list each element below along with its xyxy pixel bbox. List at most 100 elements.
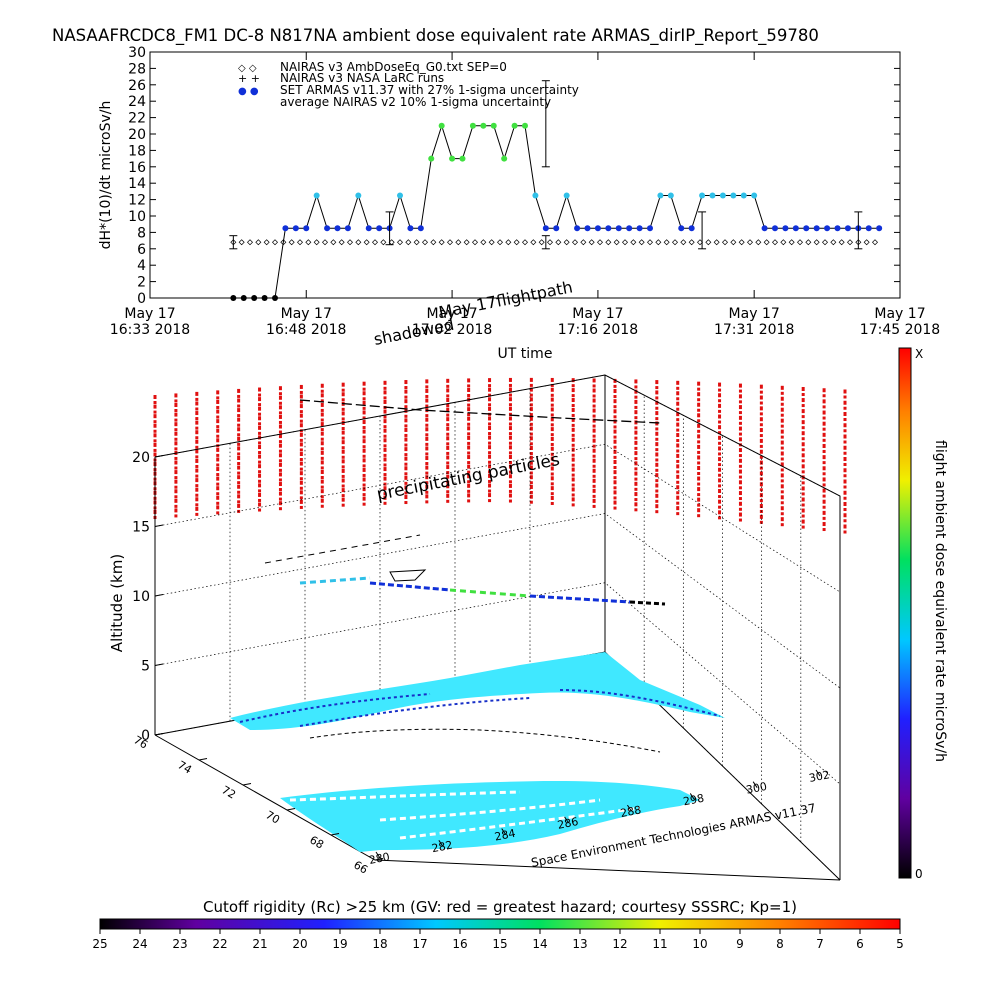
nairas-diamond (630, 239, 637, 246)
cutoff-tick-label: 8 (776, 937, 784, 951)
x-tick-label-date: May 17 (281, 306, 332, 322)
nairas-diamond (297, 239, 303, 246)
y-tick-label: 16 (128, 160, 146, 176)
y-tick-label: 24 (128, 94, 146, 110)
altitude-tick-mark (154, 663, 164, 666)
longitude-tick-label: 300 (745, 780, 768, 797)
armas-point (303, 225, 310, 232)
latitude-tick-label: 70 (263, 808, 282, 826)
nairas-diamond (530, 239, 537, 246)
nairas-diamond (672, 239, 678, 246)
x-tick-label-date: May 17 (572, 306, 623, 322)
altitude-tick-label: 20 (132, 450, 150, 466)
nairas-diamond (547, 239, 553, 246)
armas-point (469, 122, 476, 129)
x-tick-label-date: May 17 (426, 306, 477, 322)
altitude-axis-label: Altitude (km) (108, 554, 126, 652)
latitude-tick-mark (154, 733, 164, 736)
cutoff-tick-label: 6 (856, 937, 864, 951)
latitude-tick-mark (374, 858, 384, 861)
armas-point (834, 225, 841, 232)
armas-point (803, 225, 810, 232)
armas-point (761, 225, 768, 232)
armas-point (647, 225, 653, 232)
armas-point (522, 122, 528, 129)
nairas-diamond (255, 239, 262, 246)
longitude-axis-ticks: 280 282 284 286 288 298 300 302 (368, 768, 831, 867)
nairas-diamond (597, 239, 603, 246)
flightpath-segment-green (449, 588, 531, 598)
cutoff-contours-north (239, 689, 721, 727)
legend-label-nairas-v3: NAIRAS v3 AmbDoseEq_G0.txt SEP=0 (280, 60, 507, 74)
y-tick-label: 4 (137, 258, 146, 274)
nairas-diamond (263, 239, 270, 246)
longitude-tick-mark (627, 804, 632, 812)
y-tick-label: 14 (128, 176, 146, 192)
armas-point (792, 225, 799, 232)
latitude-tick-mark (198, 758, 208, 761)
longitude-tick-mark (564, 816, 569, 824)
latitude-tick-label: 74 (175, 758, 194, 776)
cutoff-colorbar-ticks: 25 24 23 22 21 20 19 18 17 16 15 14 13 12 11 10 9 8 7 6 5 (92, 929, 904, 951)
armas-point (230, 295, 237, 301)
nairas-diamond (730, 239, 737, 246)
cutoff-tick-label: 20 (292, 937, 307, 951)
nairas-diamond (472, 239, 478, 246)
nairas-diamond (797, 239, 803, 246)
armas-point (553, 225, 560, 232)
armas-point (584, 225, 591, 232)
armas-point (490, 122, 497, 129)
nairas-diamond (505, 239, 512, 246)
x-tick-label-time: 16:33 2018 (110, 322, 190, 338)
flightpath-loop (389, 569, 427, 582)
precipitating-particles-field (153, 377, 847, 534)
y-tick-label: 0 (137, 291, 146, 307)
longitude-tick-mark (375, 851, 381, 859)
nairas-diamond (788, 239, 795, 246)
y-tick-label: 22 (128, 111, 146, 127)
cutoff-tick-label: 22 (212, 937, 227, 951)
cutoff-tick-label: 17 (412, 937, 427, 951)
nairas-diamond (272, 239, 278, 246)
legend-symbol-armas: ● ● (238, 86, 259, 97)
nairas-diamond (538, 239, 545, 246)
latitude-tick-label: 76 (131, 733, 150, 751)
altitude-tick-mark (154, 524, 164, 527)
longitude-tick-label: 286 (556, 815, 579, 832)
armas-point (824, 225, 831, 232)
cutoff-colorbar-gradient (99, 918, 901, 930)
armas-point (844, 225, 851, 232)
nairas-diamond (455, 239, 462, 246)
x-tick-label-time: 17:31 2018 (714, 322, 794, 338)
armas-point (782, 225, 789, 232)
dose-rate-colorbar-gradient (898, 347, 912, 879)
cutoff-tick-label: 18 (372, 937, 387, 951)
y-tick-label: 12 (128, 193, 146, 209)
x-tick-label-time: 16:48 2018 (266, 322, 346, 338)
nairas-diamond (247, 239, 253, 246)
armas-point (501, 155, 508, 162)
nairas-diamond (863, 239, 870, 246)
armas-point (563, 192, 570, 199)
nairas-diamond (830, 239, 837, 246)
legend-label-nairas-v2: average NAIRAS v2 10% 1-sigma uncertaint… (280, 95, 551, 109)
nairas-diamond (238, 239, 245, 246)
armas-point (428, 155, 435, 162)
x-tick-label-date: May 17 (729, 306, 780, 322)
armas-point (438, 122, 445, 129)
x-tick-label-date: May 17 (874, 306, 925, 322)
altitude-axis-ticks: 0 5 10 15 20 (132, 450, 164, 744)
x-tick-label-date: May 17 (124, 306, 175, 322)
armas-point (324, 225, 331, 232)
nairas-diamond (463, 239, 470, 246)
altitude-tick-label: 15 (132, 520, 150, 536)
cutoff-tick-label: 10 (692, 937, 707, 951)
x-tick-label-time: 17:45 2018 (860, 322, 940, 338)
nairas-diamond (822, 239, 828, 246)
flightpath-floor-shadow (309, 728, 661, 753)
armas-point (376, 225, 383, 232)
